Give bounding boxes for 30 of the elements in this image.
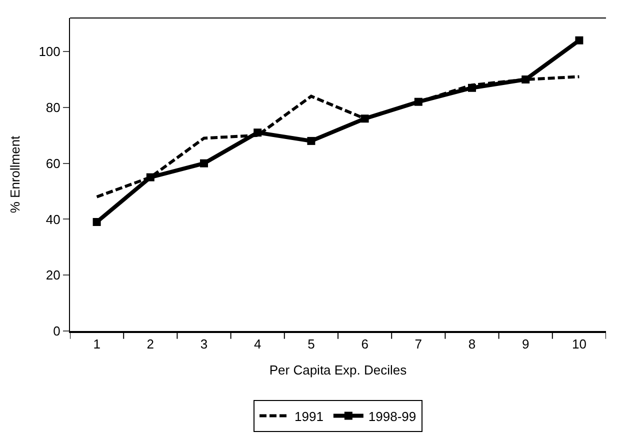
x-tick-label: 3 bbox=[200, 336, 208, 352]
point bbox=[200, 159, 208, 168]
y-tick-label: 60 bbox=[46, 156, 60, 171]
point bbox=[522, 75, 530, 84]
y-tick-label: 80 bbox=[46, 100, 60, 115]
y-tick-label: 20 bbox=[46, 268, 60, 283]
y-axis-title: % Enrollment bbox=[8, 135, 23, 214]
y-tick-label: 100 bbox=[38, 44, 60, 60]
point bbox=[360, 114, 369, 123]
y-tick-label: 40 bbox=[46, 212, 60, 227]
point bbox=[575, 36, 584, 44]
x-tick-label: 10 bbox=[572, 336, 586, 352]
y-tick-label: 0 bbox=[53, 324, 60, 339]
legend-label: 1998-99 bbox=[368, 408, 416, 424]
x-tick-label: 2 bbox=[146, 336, 154, 352]
x-tick-label: 1 bbox=[93, 336, 100, 352]
x-axis-title: Per Capita Exp. Deciles bbox=[269, 362, 408, 378]
point bbox=[468, 84, 476, 92]
x-tick-label: 4 bbox=[254, 336, 262, 352]
legend-label: 1991 bbox=[294, 408, 324, 424]
x-tick-label: 5 bbox=[308, 336, 315, 352]
point bbox=[307, 136, 316, 145]
x-tick-label: 8 bbox=[468, 336, 476, 352]
x-tick-label: 6 bbox=[361, 336, 368, 352]
x-tick-label: 7 bbox=[414, 336, 422, 352]
point bbox=[414, 98, 422, 106]
x-tick-label: 9 bbox=[522, 336, 530, 352]
point bbox=[254, 128, 262, 137]
point bbox=[92, 218, 101, 226]
point bbox=[146, 173, 154, 182]
